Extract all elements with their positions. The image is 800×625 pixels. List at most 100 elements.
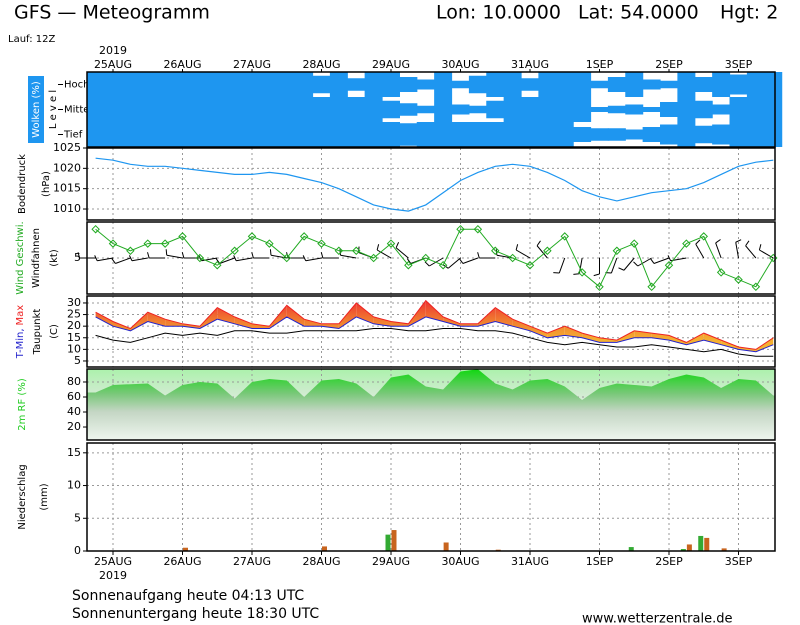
cloud-cell	[156, 122, 175, 147]
marker	[317, 239, 326, 248]
panel-frame	[86, 147, 776, 221]
cloud-cell	[486, 100, 505, 119]
hgt: Hgt: 2	[720, 2, 778, 24]
marker	[404, 260, 413, 270]
x-tick-label: 28AUG	[302, 555, 340, 568]
x-tick-label: 28AUG	[302, 58, 340, 71]
barb-feather	[233, 255, 237, 261]
cloud-cell	[329, 122, 348, 147]
barb-feather	[376, 244, 380, 251]
year-label: 2019	[99, 44, 127, 57]
bar	[183, 547, 188, 551]
barb-feather	[165, 249, 168, 256]
legend-entry: Taupunkt	[32, 309, 43, 356]
y-tick-label: 60	[67, 390, 81, 403]
cloud-cell	[312, 122, 331, 147]
cloud-cell	[642, 107, 661, 112]
panel-frame	[86, 71, 776, 148]
cloud-cell	[243, 97, 261, 122]
lon: Lon: 10.0000	[436, 2, 561, 24]
marker	[126, 246, 135, 256]
cloud-edge	[87, 72, 98, 147]
cloud-cell	[712, 104, 731, 115]
barb-shaft	[97, 257, 114, 262]
cloud-cell	[173, 72, 192, 97]
cloud-cell	[434, 72, 453, 97]
marker	[647, 282, 656, 292]
x-tick-label: 26AUG	[163, 58, 201, 71]
x-tick-label: 1SEP	[586, 555, 614, 568]
barb-shaft	[395, 247, 409, 259]
barb-feather	[633, 261, 639, 267]
cloud-cell	[712, 72, 731, 97]
cloud-cell	[295, 122, 314, 147]
x-tick-label: 3SEP	[725, 58, 753, 71]
cloud-cell	[243, 72, 261, 97]
wind-barb	[633, 257, 652, 267]
cloud-cell	[277, 97, 296, 122]
x-tick-label: 25AUG	[94, 58, 132, 71]
cloud-cell	[329, 97, 348, 122]
wind-barb	[536, 240, 548, 259]
cloud-cell	[295, 72, 314, 97]
wind-barb	[147, 252, 166, 259]
cloud-cell	[190, 97, 209, 122]
y-tick-label: 20	[67, 319, 81, 332]
cloud-label-bg	[28, 76, 44, 143]
barb-feather	[128, 255, 133, 261]
wind-barb	[251, 252, 270, 259]
barb-feather	[735, 239, 742, 243]
cloud-cell	[208, 72, 227, 97]
marker	[247, 232, 257, 241]
barb-feather	[302, 255, 307, 261]
barb-shaft	[305, 257, 322, 262]
panel-label: 2m RF (%)	[17, 378, 28, 431]
wind-barb	[233, 255, 253, 262]
panel-label: (hPa)	[41, 171, 52, 197]
barb-shaft	[219, 257, 235, 264]
y-tick-label: 10	[67, 342, 81, 355]
y-tick-label: 15	[67, 446, 81, 459]
marker	[160, 239, 170, 248]
barb-shaft	[462, 257, 479, 264]
x-tick-label: 30AUG	[441, 58, 479, 71]
cloud-cell	[364, 97, 383, 122]
panel-label: (kt)	[49, 249, 60, 267]
cloud-cell	[642, 79, 661, 90]
cloud-cell	[590, 107, 609, 112]
barb-shaft	[745, 245, 757, 259]
y-tick-label: 1015	[53, 182, 81, 195]
cloud-cell	[660, 80, 678, 89]
legend-entry: Max	[15, 305, 26, 326]
marker	[369, 253, 378, 263]
y-tick-label: 40	[67, 405, 81, 418]
x-tick-label: 26AUG	[163, 555, 201, 568]
cloud-cell	[260, 97, 279, 122]
sunset: Sonnenuntergang heute 18:30 UTC	[72, 606, 319, 622]
cloud-cell	[347, 78, 366, 91]
x-tick-label: 31AUG	[511, 58, 549, 71]
line	[95, 228, 774, 288]
barb-feather	[745, 240, 750, 247]
bar	[680, 549, 686, 551]
barb-feather	[424, 261, 430, 267]
cloud-cell	[746, 122, 765, 147]
cloud-cell	[399, 123, 418, 146]
x-tick-label: 30AUG	[441, 555, 479, 568]
marker	[386, 239, 396, 248]
wind-barb	[553, 257, 566, 274]
barb-shaft	[376, 249, 392, 259]
marker	[751, 282, 761, 292]
sunrise: Sonnenaufgang heute 04:13 UTC	[72, 588, 304, 604]
marker	[421, 253, 430, 263]
wind-barb	[745, 240, 757, 259]
cloud-cell	[729, 122, 748, 147]
cloud-cell	[607, 105, 626, 114]
cloud-cell	[486, 122, 505, 147]
barb-feather	[111, 258, 116, 264]
cloud-cell	[746, 72, 765, 97]
wind-barb	[477, 252, 496, 259]
barb-shaft	[623, 257, 635, 271]
barb-shaft	[637, 257, 652, 267]
